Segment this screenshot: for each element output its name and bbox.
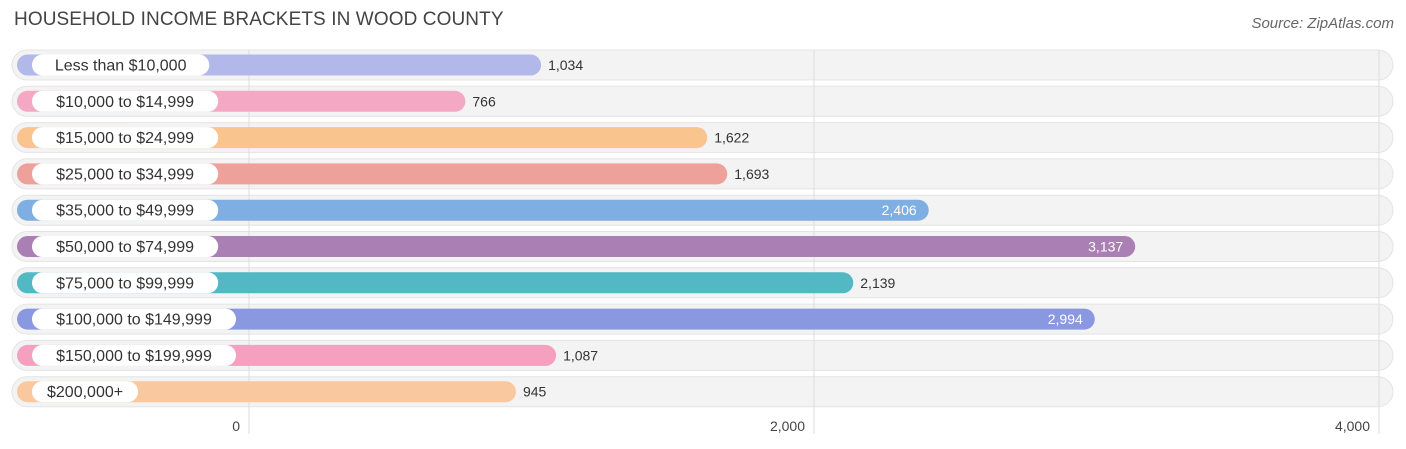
value-label: 945	[523, 384, 547, 400]
category-label-pill	[32, 163, 219, 185]
category-label: $50,000 to $74,999	[56, 239, 194, 256]
bar-row: $75,000 to $99,999 2,139	[17, 272, 896, 294]
bar-row: $15,000 to $24,999 1,622	[17, 127, 749, 149]
bar-row: $200,000+ 945	[17, 381, 547, 403]
category-label: $100,000 to $149,999	[56, 312, 212, 329]
category-label: $25,000 to $34,999	[56, 166, 194, 183]
bar	[17, 381, 516, 403]
value-label: 1,622	[714, 130, 749, 146]
category-label: $10,000 to $14,999	[56, 94, 194, 111]
bar-row: $100,000 to $149,999 2,994	[17, 308, 1095, 330]
value-label: 1,693	[734, 166, 769, 182]
bar-row: $25,000 to $34,999 1,693	[17, 163, 770, 185]
bar	[17, 272, 854, 294]
category-label-pill	[32, 127, 219, 149]
category-label-pill	[32, 54, 210, 76]
category-label: Less than $10,000	[55, 58, 187, 75]
bar-row: $35,000 to $49,999 2,406	[17, 199, 929, 221]
category-label: $150,000 to $199,999	[56, 348, 212, 365]
category-label-pill	[32, 199, 219, 221]
category-label-pill	[32, 381, 139, 403]
value-label: 2,994	[1048, 311, 1083, 327]
bar	[17, 308, 1095, 330]
category-label-pill	[32, 90, 219, 112]
category-label: $75,000 to $99,999	[56, 275, 194, 292]
x-tick-label: 2,000	[770, 418, 805, 434]
value-label: 766	[472, 93, 496, 109]
value-label: 2,139	[860, 275, 895, 291]
bar-row: Less than $10,000 1,034	[17, 54, 583, 76]
bar	[17, 199, 929, 221]
category-label: $200,000+	[47, 384, 123, 401]
value-label: 2,406	[882, 202, 917, 218]
category-label: $35,000 to $49,999	[56, 203, 194, 220]
bar-row: $50,000 to $74,999 3,137	[17, 236, 1136, 257]
value-label: 1,034	[548, 57, 583, 73]
x-tick-label: 4,000	[1335, 418, 1370, 434]
bar-row: $150,000 to $199,999 1,087	[17, 344, 598, 366]
x-tick-label: 0	[232, 418, 240, 434]
category-label-pill	[32, 308, 236, 330]
category-label-pill	[32, 272, 219, 294]
source-note: Source: ZipAtlas.com	[1251, 15, 1394, 32]
category-label-pill	[32, 344, 236, 366]
bar	[17, 236, 1136, 257]
value-label: 3,137	[1088, 239, 1123, 255]
value-label: 1,087	[563, 347, 598, 363]
chart-title: HOUSEHOLD INCOME BRACKETS IN WOOD COUNTY	[14, 9, 504, 30]
bar-row: $10,000 to $14,999 766	[17, 90, 496, 112]
category-label: $15,000 to $24,999	[56, 130, 194, 147]
category-label-pill	[32, 236, 219, 257]
